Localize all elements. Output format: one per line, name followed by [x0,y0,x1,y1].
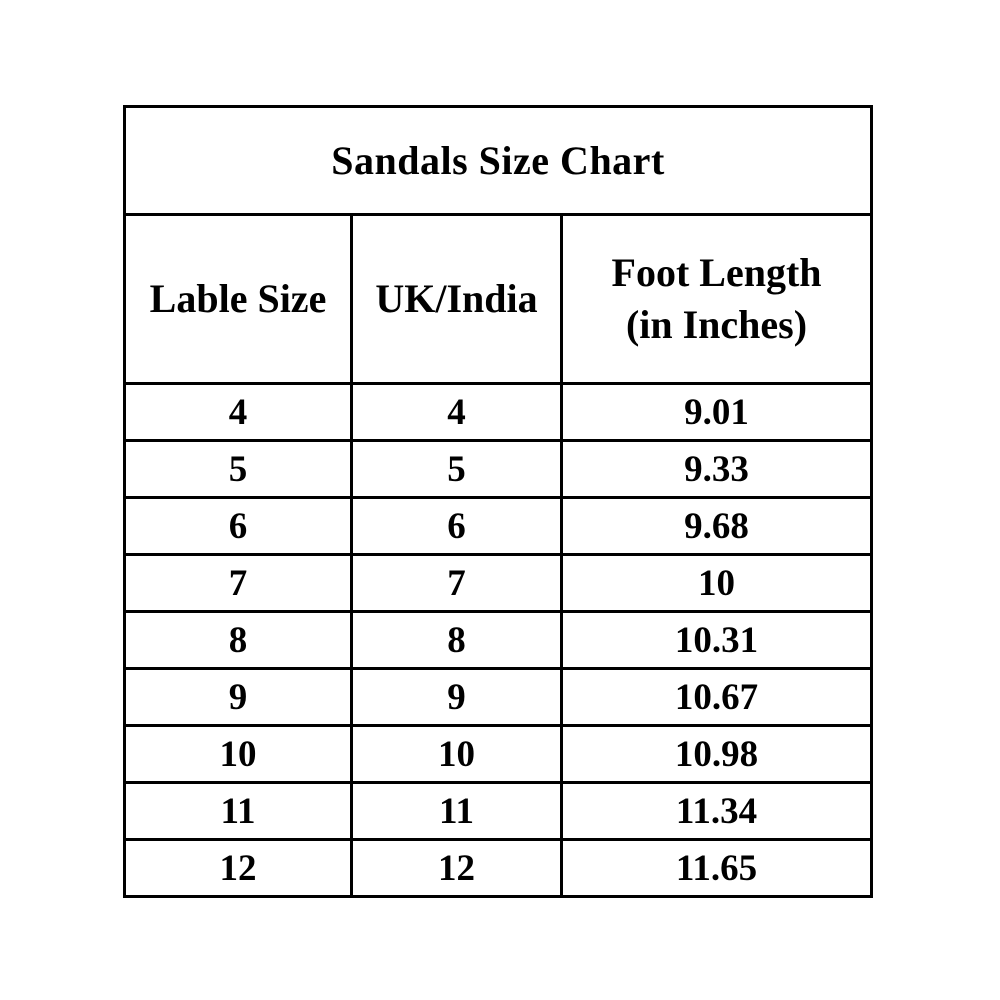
cell-foot-length: 11.65 [559,838,874,898]
cell-uk-india: 9 [350,667,563,727]
cell-uk-india: 10 [350,724,563,784]
column-header-uk-india: UK/India [350,213,563,385]
column-header-foot-length-label: Foot Length (in Inches) [611,250,822,347]
table-row-size-4: 4 4 9.01 [123,382,874,442]
column-header-lable-size: Lable Size [123,213,353,385]
sandals-size-chart-table: Sandals Size Chart Lable Size UK/India F… [122,105,874,898]
table-row-size-6: 6 6 9.68 [123,496,874,556]
cell-lable-size: 10 [123,724,353,784]
table-title-row: Sandals Size Chart [122,105,874,216]
cell-lable-size: 4 [123,382,353,442]
cell-foot-length: 11.34 [559,781,874,841]
cell-uk-india: 6 [350,496,563,556]
cell-lable-size: 6 [123,496,353,556]
table-row-size-8: 8 8 10.31 [123,610,874,670]
cell-foot-length: 9.33 [559,439,874,499]
cell-lable-size: 9 [123,667,353,727]
cell-uk-india: 8 [350,610,563,670]
table-header-row: Lable Size UK/India Foot Length (in Inch… [123,213,874,385]
cell-uk-india: 11 [350,781,563,841]
cell-uk-india: 5 [350,439,563,499]
table-row-size-10: 10 10 10.98 [123,724,874,784]
table-row-size-5: 5 5 9.33 [123,439,874,499]
table-row-size-11: 11 11 11.34 [123,781,874,841]
table-row-size-12: 12 12 11.65 [123,838,874,898]
cell-foot-length: 10.98 [559,724,874,784]
cell-uk-india: 4 [350,382,563,442]
cell-lable-size: 7 [123,553,353,613]
cell-lable-size: 12 [123,838,353,898]
cell-uk-india: 7 [350,553,563,613]
cell-foot-length: 10.31 [559,610,874,670]
table-row-size-7: 7 7 10 [123,553,874,613]
column-header-uk-india-label: UK/India [375,276,538,321]
cell-lable-size: 8 [123,610,353,670]
cell-foot-length: 10.67 [559,667,874,727]
cell-lable-size: 5 [123,439,353,499]
cell-foot-length: 9.68 [559,496,874,556]
column-header-foot-length: Foot Length (in Inches) [559,213,874,385]
column-header-lable-size-label: Lable Size [149,276,327,321]
cell-foot-length: 10 [559,553,874,613]
cell-foot-length: 9.01 [559,382,874,442]
cell-lable-size: 11 [123,781,353,841]
table-row-size-9: 9 9 10.67 [123,667,874,727]
table-title: Sandals Size Chart [122,105,874,216]
cell-uk-india: 12 [350,838,563,898]
